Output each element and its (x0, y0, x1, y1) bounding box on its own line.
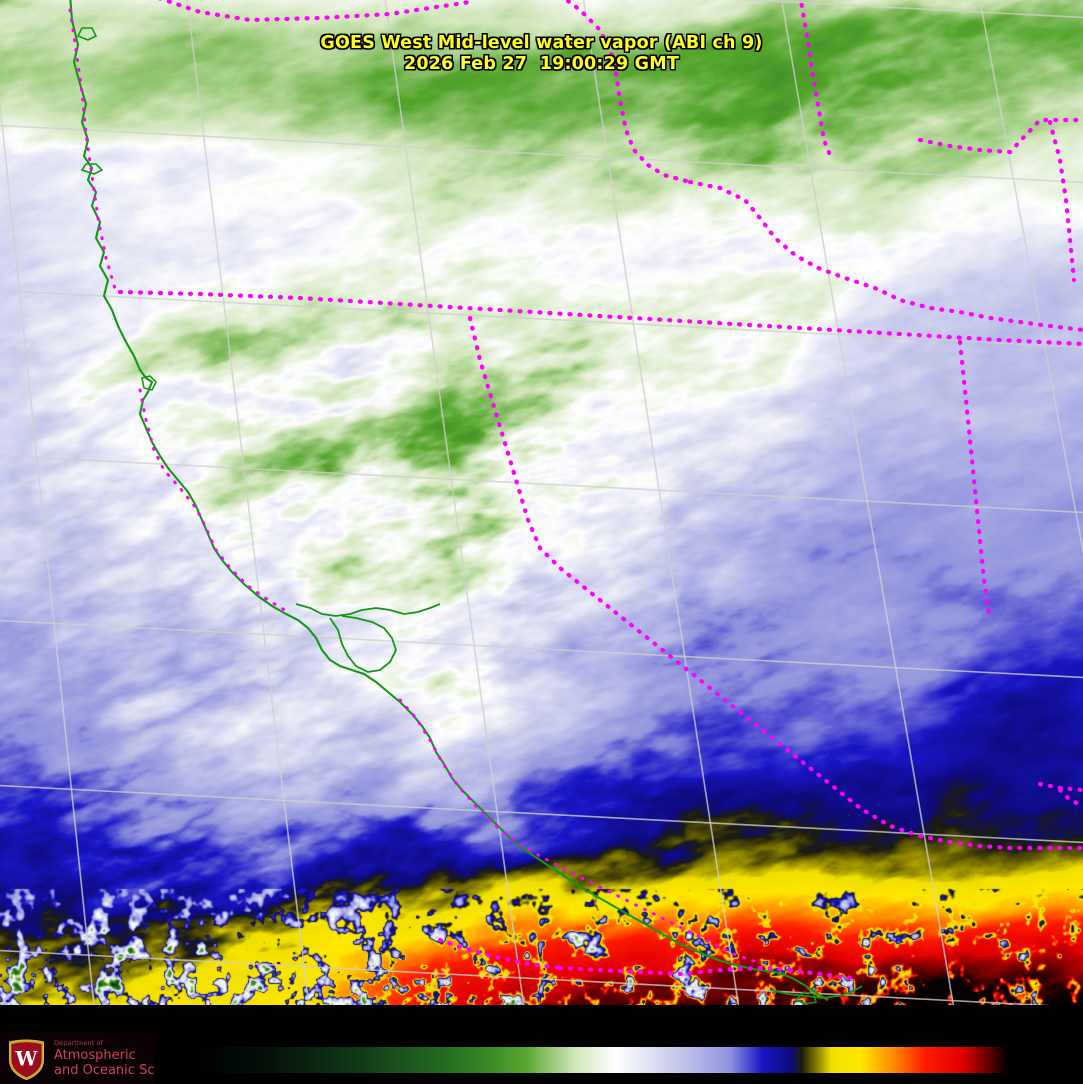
colorbar-tick-label: 260 (631, 1007, 670, 1031)
colorbar-tick-label: 200 (324, 1007, 363, 1031)
colorbar-tick-label: 240 (528, 1007, 567, 1031)
colorbar-tick-mark (342, 1036, 345, 1045)
colorbar-tick-mark (240, 1036, 243, 1045)
colorbar-gradient-bar (190, 1046, 1008, 1074)
colorbar-tick-label: 300 (835, 1007, 874, 1031)
logo-name-line2: and Oceanic Sciences (54, 1063, 155, 1078)
satellite-imagery-canvas (0, 0, 1083, 1005)
colorbar-tick-label: 220 (426, 1007, 465, 1031)
colorbar-tick-label: 280 (733, 1007, 772, 1031)
colorbar-tick-mark (546, 1036, 549, 1045)
colorbar-tick-label: 180 (222, 1007, 261, 1031)
colorbar-tick-labels: 180 200 220 240 260 280 300 320 (0, 1005, 1083, 1045)
colorbar-tick-mark (444, 1036, 447, 1045)
logo-department-line: Department of (54, 1039, 103, 1047)
colorbar-tick-label: 320 (937, 1007, 976, 1031)
svg-text:W: W (15, 1048, 39, 1071)
uw-w-crest-icon: W (8, 1039, 45, 1081)
colorbar-tick-mark (649, 1036, 652, 1045)
colorbar-tick-mark (955, 1036, 958, 1045)
logo-name-line1: Atmospheric (54, 1048, 136, 1063)
colorbar-tick-mark (751, 1036, 754, 1045)
colorbar: 180 200 220 240 260 280 300 320 (0, 1005, 1083, 1084)
colorbar-tick-mark (853, 1036, 856, 1045)
aos-logo: W Department of Atmospheric and Oceanic … (0, 1032, 155, 1084)
